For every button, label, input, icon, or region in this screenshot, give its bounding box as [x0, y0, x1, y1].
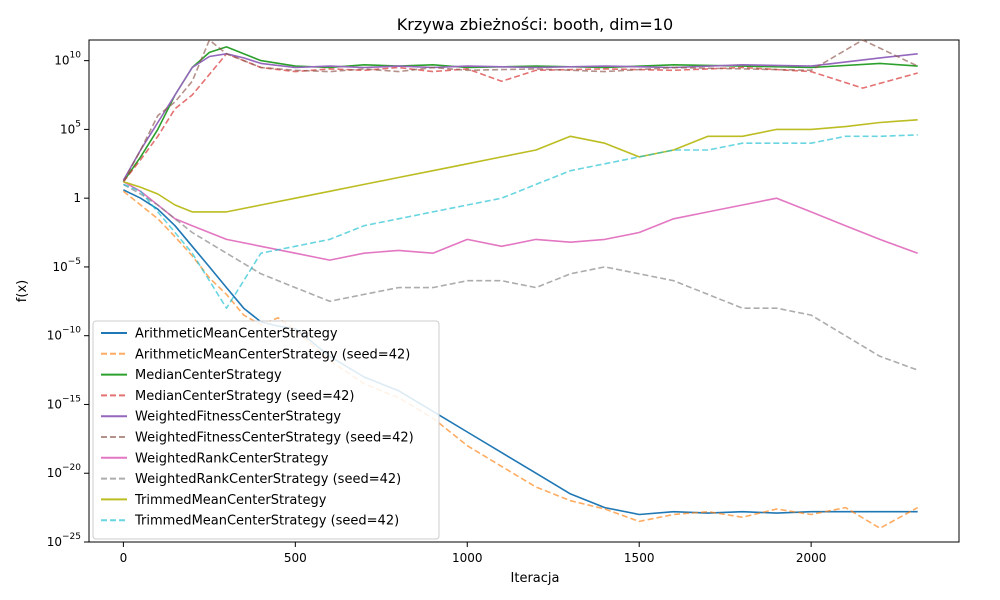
- legend-label: MedianCenterStrategy (seed=42): [135, 389, 354, 404]
- x-tick-label: 2000: [796, 551, 827, 565]
- legend-label: WeightedFitnessCenterStrategy: [135, 410, 341, 425]
- chart-title: Krzywa zbieżności: booth, dim=10: [397, 15, 673, 34]
- x-tick-label: 0: [120, 551, 128, 565]
- y-tick-label: 10−15: [47, 394, 81, 411]
- y-tick-label: 1010: [54, 51, 81, 68]
- y-tick-label: 10−5: [52, 257, 81, 274]
- y-tick-label: 10−20: [47, 463, 82, 480]
- y-tick-label: 10−25: [47, 532, 81, 549]
- x-tick-label: 1500: [624, 551, 655, 565]
- y-axis-label: f(x): [15, 280, 30, 302]
- y-tick-label: 10−10: [47, 326, 82, 343]
- y-tick-label: 1: [73, 191, 81, 205]
- legend-label: MedianCenterStrategy: [135, 368, 282, 383]
- legend-label: WeightedFitnessCenterStrategy (seed=42): [135, 431, 414, 446]
- x-tick-label: 1000: [452, 551, 483, 565]
- series-line-9: [123, 134, 918, 310]
- series-line-7: [123, 183, 918, 371]
- legend-box: [92, 320, 440, 540]
- legend-label: WeightedRankCenterStrategy (seed=42): [135, 472, 401, 487]
- y-axis-ticks: 1010 105 1 10−5 10−10 10−15 10−20 10−25: [47, 51, 89, 549]
- x-axis-label: Iteracja: [511, 571, 560, 586]
- x-tick-label: 500: [284, 551, 307, 565]
- series-line-6: [123, 181, 918, 261]
- legend-label: TrimmedMeanCenterStrategy: [134, 493, 327, 508]
- series-line-4: [122, 52, 918, 181]
- series-line-3: [122, 52, 918, 183]
- legend: ArithmeticMeanCenterStrategy ArithmeticMe…: [92, 320, 440, 540]
- x-axis-ticks: 0 500 1000 1500 2000: [120, 542, 827, 565]
- legend-label: WeightedRankCenterStrategy: [135, 451, 329, 466]
- plot-area: [88, 39, 960, 543]
- legend-label: TrimmedMeanCenterStrategy (seed=42): [134, 514, 399, 529]
- legend-label: ArithmeticMeanCenterStrategy: [135, 327, 338, 342]
- legend-label: ArithmeticMeanCenterStrategy (seed=42): [135, 347, 410, 362]
- series-line-5: [122, 39, 919, 183]
- y-tick-label: 105: [60, 119, 81, 136]
- series-line-8: [123, 119, 918, 213]
